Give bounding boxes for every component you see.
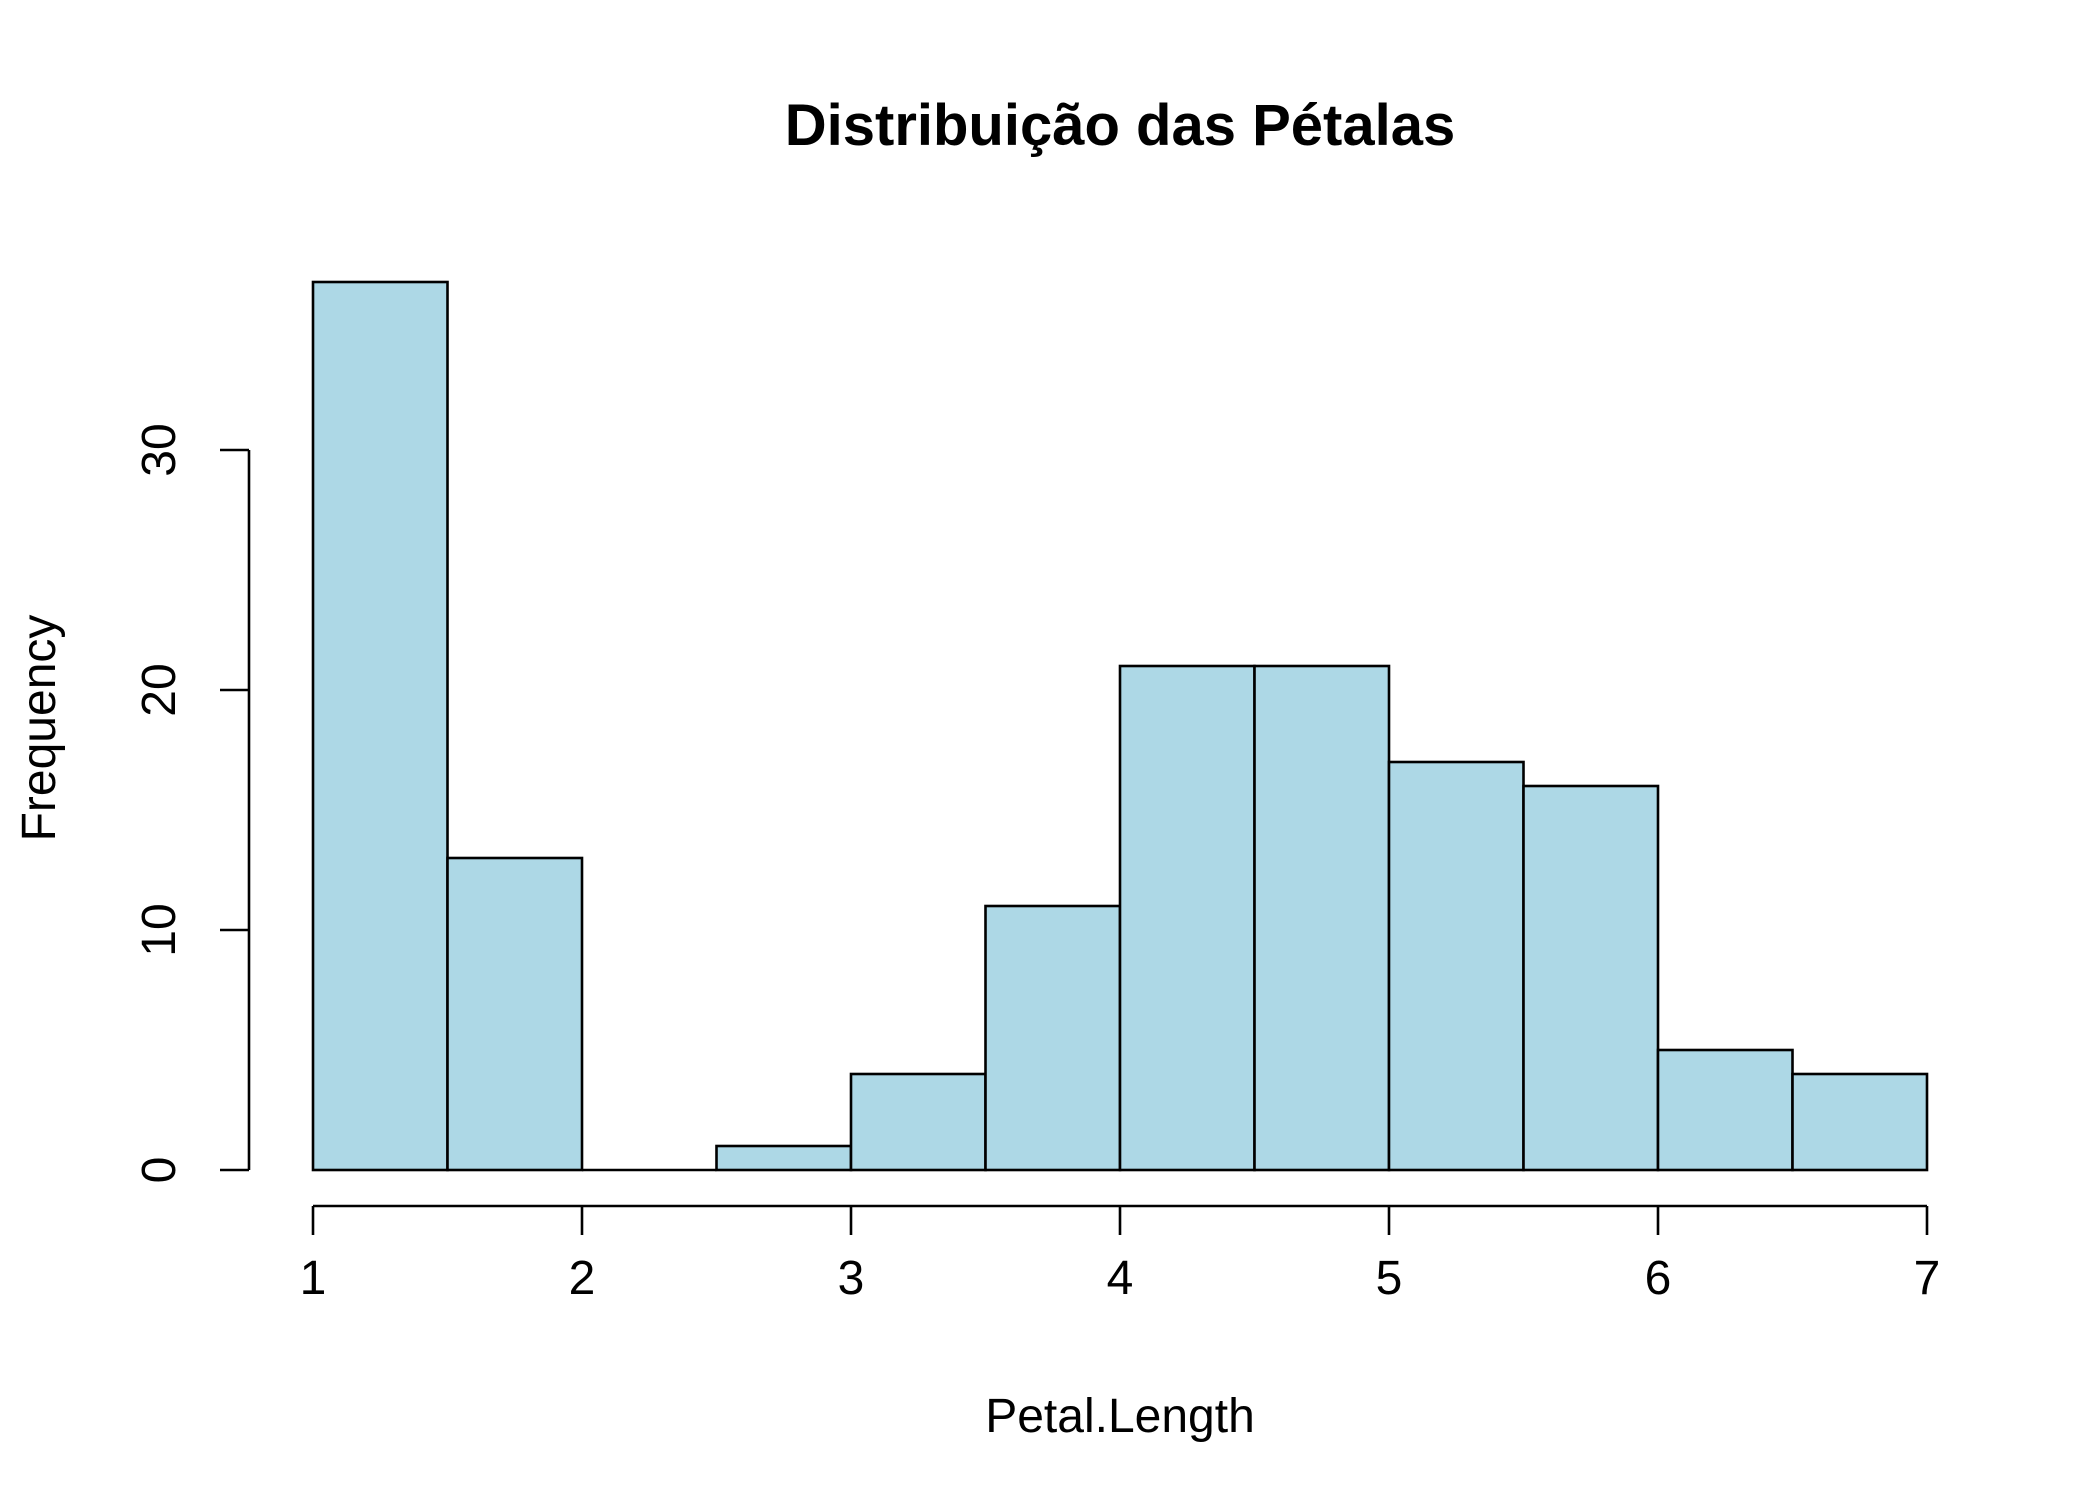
- histogram-bar-0: [311, 280, 449, 1172]
- histogram-bar-11: [1791, 1072, 1929, 1172]
- x-tick-label-6: 7: [1914, 1252, 1941, 1305]
- y-axis: 0 10 20 30: [133, 423, 251, 1184]
- x-tick-label-4: 5: [1376, 1252, 1403, 1305]
- x-tick-label-3: 4: [1107, 1252, 1134, 1305]
- x-tick-label-2: 3: [838, 1252, 865, 1305]
- histogram-bar-6: [1118, 664, 1256, 1172]
- x-tick-label-5: 6: [1645, 1252, 1672, 1305]
- histogram-bar-9: [1522, 784, 1660, 1172]
- bars-group: [311, 280, 1929, 1172]
- x-tick-label-1: 2: [569, 1252, 596, 1305]
- y-axis-label: Frequency: [13, 615, 66, 842]
- histogram-bar-10: [1656, 1048, 1794, 1172]
- histogram-bar-3: [715, 1144, 853, 1172]
- x-axis: 1 2 3 4 5 6 7: [300, 1204, 1941, 1305]
- y-tick-label-3: 30: [133, 423, 186, 476]
- histogram-bar-5: [984, 904, 1122, 1172]
- y-tick-label-2: 20: [133, 663, 186, 716]
- x-axis-label: Petal.Length: [985, 1390, 1255, 1443]
- histogram-bar-8: [1387, 760, 1525, 1172]
- histogram-bar-4: [849, 1072, 987, 1172]
- histogram-bar-1: [446, 856, 584, 1172]
- y-tick-label-0: 0: [133, 1157, 186, 1184]
- histogram-bar-7: [1253, 664, 1391, 1172]
- x-tick-label-0: 1: [300, 1252, 327, 1305]
- chart-title: Distribuição das Pétalas: [785, 93, 1455, 158]
- y-tick-label-1: 10: [133, 903, 186, 956]
